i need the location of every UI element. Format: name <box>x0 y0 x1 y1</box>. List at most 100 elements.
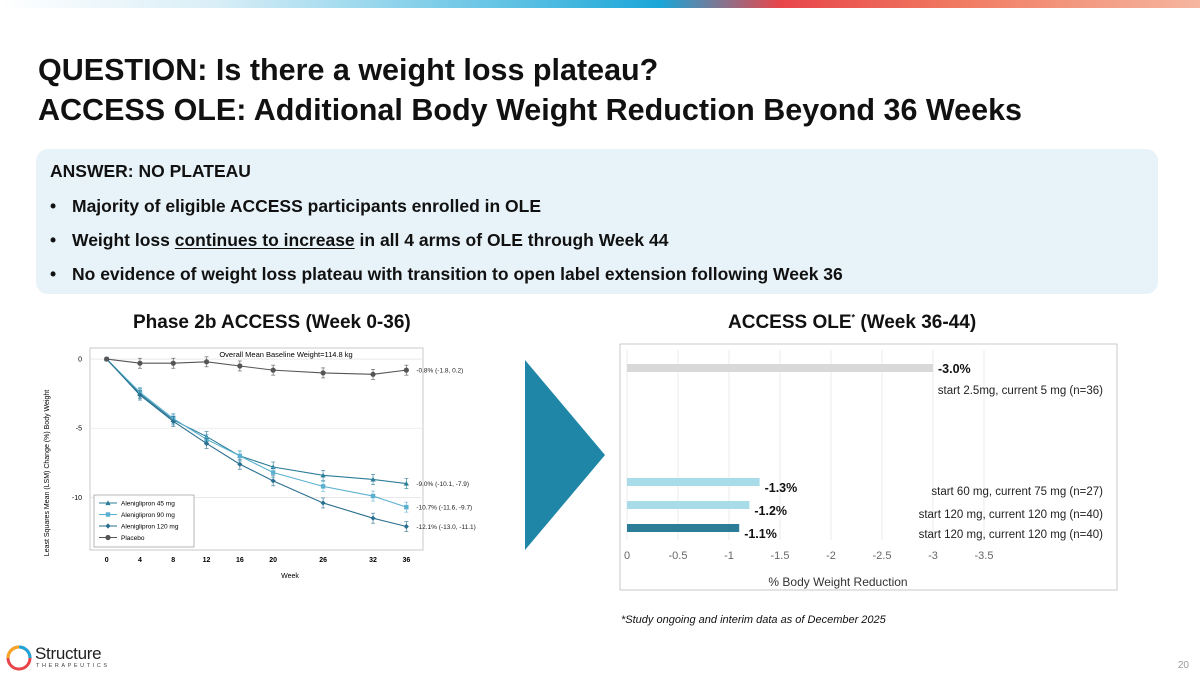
title-line-1: QUESTION: Is there a weight loss plateau… <box>38 53 659 87</box>
data-point-aleniglipron-120-mg <box>370 515 376 521</box>
data-point-aleniglipron-45-mg <box>370 476 376 482</box>
y-tick-label: 0 <box>78 357 82 364</box>
x-tick-label: -2 <box>826 550 836 562</box>
left-panel-title: Phase 2b ACCESS (Week 0-36) <box>133 312 411 333</box>
bar-3 <box>627 501 750 509</box>
bullet-dot: • <box>50 230 57 250</box>
x-tick-label: -2.5 <box>873 550 892 562</box>
bullet-dot: • <box>50 196 57 216</box>
chevron-arrow-icon <box>525 360 605 550</box>
bar-4 <box>627 524 740 532</box>
data-point-placebo <box>170 360 176 366</box>
bars-group: -3.0% start 2.5mg, current 5 mg (n=36) -1.… <box>627 362 1103 541</box>
series-group <box>104 356 409 532</box>
data-point-aleniglipron-90-mg <box>237 453 243 459</box>
data-point-aleniglipron-90-mg <box>270 470 276 475</box>
bullet-2-post: in all 4 arms of OLE through Week 44 <box>354 230 669 250</box>
x-tick-label: -3 <box>928 550 938 562</box>
end-label-aleniglipron-45-mg: -9.0% (-10.1, -7.9) <box>416 481 469 488</box>
x-tick-label: 26 <box>319 557 327 564</box>
bullet-1: • Majority of eligible ACCESS participant… <box>50 196 541 217</box>
bar-gridlines <box>626 350 985 540</box>
data-point-placebo <box>104 356 110 362</box>
right-panel-title-main: ACCESS OLE <box>728 312 852 333</box>
answer-box: ANSWER: NO PLATEAU • Majority of eligible… <box>36 149 1158 294</box>
answer-heading: ANSWER: NO PLATEAU <box>50 161 251 181</box>
x-tick-label: 32 <box>369 557 377 564</box>
data-point-placebo <box>320 370 326 376</box>
logo-mark-icon <box>6 645 32 671</box>
bar-chart-frame <box>619 343 1118 591</box>
legend-label: Aleniglipron 120 mg <box>121 523 179 530</box>
page-title: QUESTION: Is there a weight loss plateau… <box>38 50 1022 130</box>
company-logo: Structure THERAPEUTICS <box>6 642 146 672</box>
end-label-aleniglipron-120-mg: -12.1% (-13.0, -11.1) <box>416 524 476 531</box>
legend-label: Placebo <box>121 535 145 542</box>
x-axis-label: Week <box>281 573 299 580</box>
data-point-aleniglipron-90-mg <box>370 493 376 499</box>
x-tick-labels: 0 -0.5 -1 -1.5 -2 -2.5 -3 -3.5 <box>624 550 994 562</box>
x-tick-label: 36 <box>402 557 410 564</box>
data-point-aleniglipron-90-mg <box>320 484 326 489</box>
bar-arm-label: start 120 mg, current 120 mg (n=40) <box>919 529 1104 541</box>
data-point-aleniglipron-120-mg <box>270 478 276 484</box>
axes: 0 -5 -10 0 4 8 12 16 20 26 32 36 <box>72 357 410 564</box>
bullet-2-underlined: continues to increase <box>174 230 355 250</box>
bar-arm-label: start 60 mg, current 75 mg (n=27) <box>931 486 1103 498</box>
bar-value-label: -1.2% <box>754 504 787 518</box>
x-tick-label: -1 <box>724 550 734 562</box>
data-point-aleniglipron-45-mg <box>270 464 276 470</box>
x-tick-label: -3.5 <box>975 550 994 562</box>
legend-marker-aleniglipron-90-mg <box>105 512 111 517</box>
x-tick-label: 12 <box>203 557 211 564</box>
x-tick-label: -0.5 <box>669 550 688 562</box>
data-point-aleniglipron-90-mg <box>404 504 409 510</box>
plot-frame <box>89 347 424 551</box>
data-point-placebo <box>403 367 409 373</box>
bar-arm-label: start 120 mg, current 120 mg (n=40) <box>919 509 1104 521</box>
chart-title: Overall Mean Baseline Weight=114.8 kg <box>219 350 352 359</box>
x-tick-label: 16 <box>236 557 244 564</box>
legend-label: Aleniglipron 45 mg <box>121 500 175 507</box>
bullet-2-pre: Weight loss <box>72 230 175 250</box>
data-point-aleniglipron-120-mg <box>237 461 243 467</box>
right-panel-title-sup: * <box>851 312 856 323</box>
top-gradient-bar <box>0 0 1200 8</box>
series-line-aleniglipron-45-mg <box>106 358 407 485</box>
legend-marker-placebo <box>105 534 111 541</box>
y-tick-label: -5 <box>76 426 82 433</box>
bullet-3: • No evidence of weight loss plateau with… <box>50 264 843 285</box>
x-tick-label: 8 <box>171 557 175 564</box>
x-tick-label: 0 <box>624 550 630 562</box>
bullet-2: • Weight loss continues to increase in al… <box>50 230 668 251</box>
y-axis-label: Least Squares Mean (LSM) Change (%) Body… <box>44 390 51 556</box>
legend-marker-aleniglipron-120-mg <box>105 523 111 529</box>
x-tick-label: 0 <box>105 557 109 564</box>
x-tick-label: 4 <box>138 557 142 564</box>
series-line-aleniglipron-90-mg <box>106 358 407 508</box>
logo-subtitle: THERAPEUTICS <box>36 663 110 669</box>
title-line-2: ACCESS OLE: Additional Body Weight Reduc… <box>38 93 1023 127</box>
x-tick-label: 20 <box>269 557 277 564</box>
end-label-placebo: -0.8% (-1.8, 0.2) <box>416 368 463 375</box>
data-point-placebo <box>270 367 276 373</box>
data-point-placebo <box>237 363 243 369</box>
data-point-aleniglipron-120-mg <box>403 523 409 530</box>
bullet-dot: • <box>50 264 57 284</box>
end-label-aleniglipron-90-mg: -10.7% (-11.6, -9.7) <box>416 505 472 512</box>
data-point-placebo <box>137 360 143 366</box>
bar-chart: -3.0% start 2.5mg, current 5 mg (n=36) -1.… <box>619 343 1118 591</box>
bar-arm-label: start 2.5mg, current 5 mg (n=36) <box>938 385 1103 397</box>
bar-x-axis-label: % Body Weight Reduction <box>768 575 907 589</box>
bar-1 <box>627 364 933 372</box>
data-point-placebo <box>370 371 376 377</box>
logo-name: Structure <box>35 644 102 663</box>
bullet-1-text: Majority of eligible ACCESS participants… <box>72 196 542 216</box>
bar-value-label: -3.0% <box>938 362 971 376</box>
y-tick-label: -10 <box>72 495 82 502</box>
data-point-aleniglipron-45-mg <box>320 472 326 478</box>
bar-value-label: -1.3% <box>765 481 798 495</box>
legend-box <box>93 494 195 548</box>
series-line-placebo <box>106 358 407 375</box>
legend-marker-aleniglipron-45-mg <box>105 500 111 506</box>
